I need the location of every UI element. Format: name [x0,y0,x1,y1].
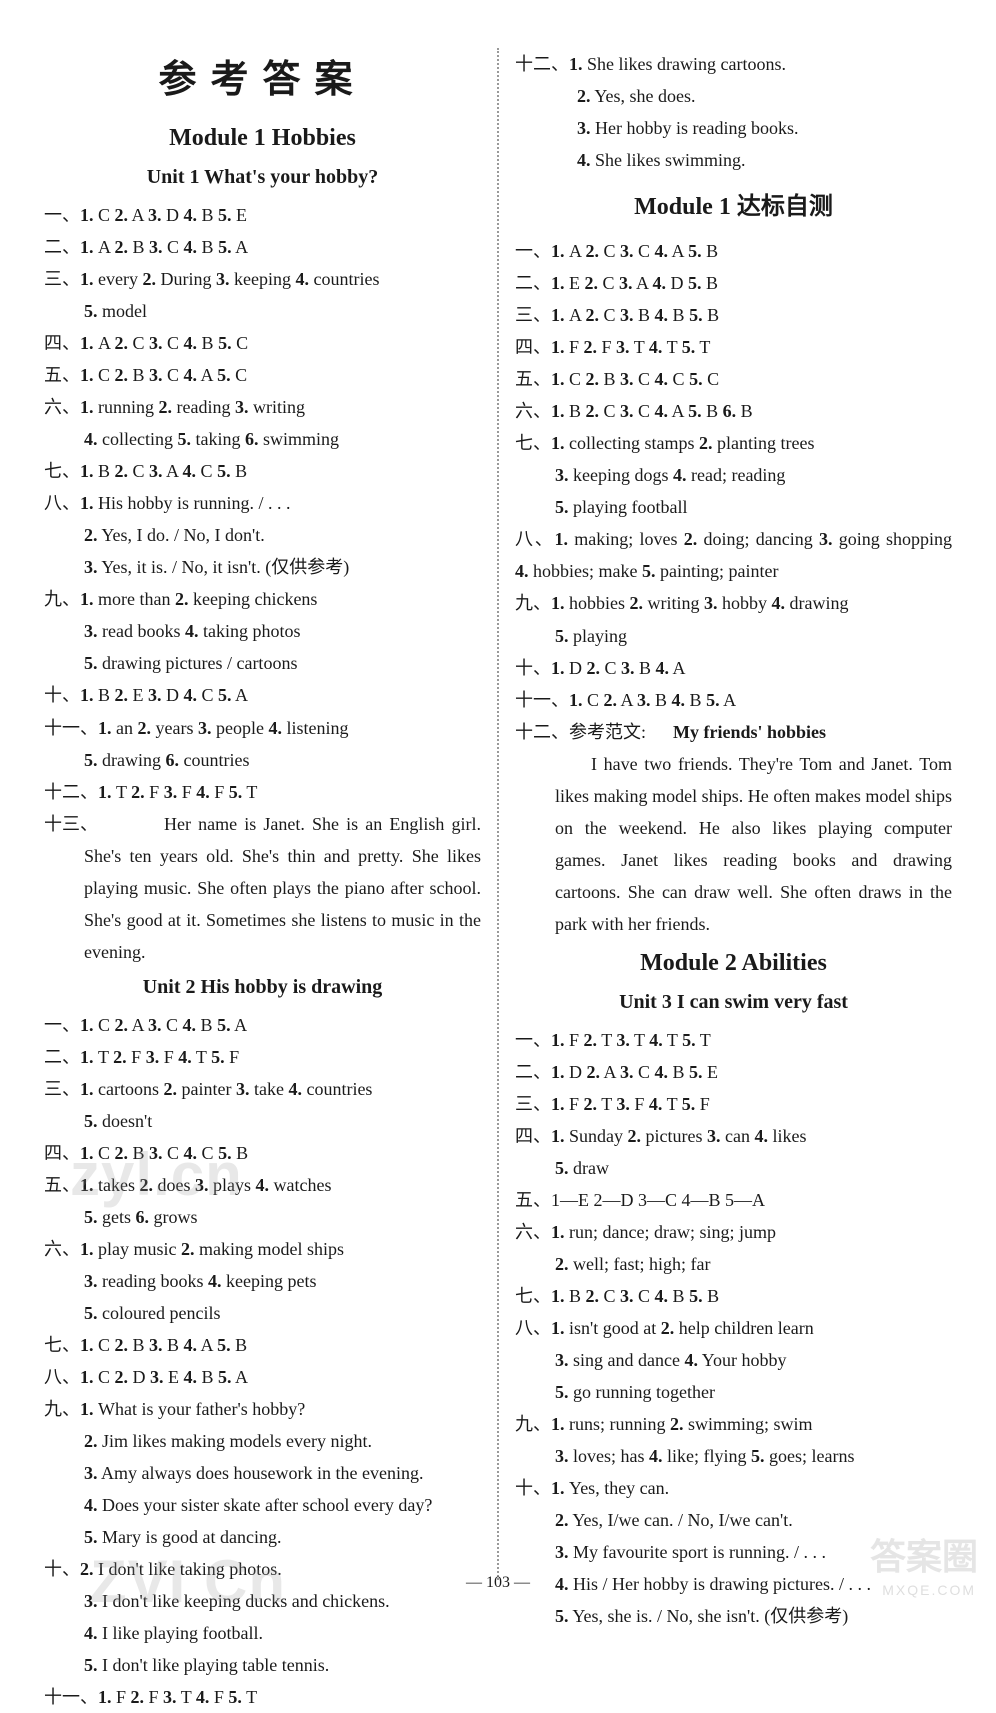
answer-line: 九、1. runs; running 2. swimming; swim [515,1408,952,1440]
answer-line: 5. coloured pencils [44,1297,481,1329]
answer-line: 七、1. B 2. C 3. A 4. C 5. B [44,455,481,487]
answer-line: 二、1. T 2. F 3. F 4. T 5. F [44,1041,481,1073]
answer-line: 七、1. collecting stamps 2. planting trees [515,427,952,459]
answer-line: 5. go running together [515,1376,952,1408]
answer-line: 六、1. B 2. C 3. C 4. A 5. B 6. B [515,395,952,427]
answer-line: 三、1. cartoons 2. painter 3. take 4. coun… [44,1073,481,1105]
answer-line: 十二、1. T 2. F 3. F 4. F 5. T [44,776,481,808]
answer-line: 十一、1. F 2. F 3. T 4. F 5. T [44,1681,481,1713]
answer-line: 十二、1. She likes drawing cartoons. [515,48,952,80]
answer-line: 一、1. A 2. C 3. C 4. A 5. B [515,235,952,267]
composition-header: 十二、参考范文: My friends' hobbies [515,716,952,748]
answer-line: 5. drawing 6. countries [44,744,481,776]
answer-line: 五、1. C 2. B 3. C 4. C 5. C [515,363,952,395]
answer-line: 5. gets 6. grows [44,1201,481,1233]
answer-line: 4. collecting 5. taking 6. swimming [44,423,481,455]
answer-line: 3. reading books 4. keeping pets [44,1265,481,1297]
answer-line: 四、1. F 2. F 3. T 4. T 5. T [515,331,952,363]
answer-line: 5. doesn't [44,1105,481,1137]
answer-line: 4. She likes swimming. [515,144,952,176]
answer-line: 5. model [44,295,481,327]
answer-line: 3. Her hobby is reading books. [515,112,952,144]
answer-line: 5. Yes, she is. / No, she isn't. (仅供参考) [515,1600,952,1632]
paragraph-text: Her name is Janet. She is an English gir… [44,808,481,968]
answer-line: 3. My favourite sport is running. / . . … [515,1536,952,1568]
answer-line: 六、1. running 2. reading 3. writing [44,391,481,423]
answer-line: 五、1—E 2—D 3—C 4—B 5—A [515,1184,952,1216]
module1-title: Module 1 Hobbies [44,125,481,152]
module2-title: Module 2 Abilities [515,950,952,977]
composition-text: I have two friends. They're Tom and Jane… [515,748,952,940]
answer-line: 2. Yes, I do. / No, I don't. [44,519,481,551]
answer-line: 四、1. C 2. B 3. C 4. C 5. B [44,1137,481,1169]
answer-line: 一、1. F 2. T 3. T 4. T 5. T [515,1024,952,1056]
answer-line: 3. sing and dance 4. Your hobby [515,1344,952,1376]
answer-line: 九、1. What is your father's hobby? [44,1393,481,1425]
answer-line: 六、1. play music 2. making model ships [44,1233,481,1265]
answer-line: 5. playing [515,620,952,652]
section-label: 十三、 [44,814,98,834]
answer-line: 十、1. B 2. E 3. D 4. C 5. A [44,679,481,711]
right-column: 十二、1. She likes drawing cartoons. 2. Yes… [501,48,966,1580]
answer-line: 5. Mary is good at dancing. [44,1521,481,1553]
answer-line: 六、1. run; dance; draw; sing; jump [515,1216,952,1248]
answer-line: 一、1. C 2. A 3. D 4. B 5. E [44,199,481,231]
answer-line: 5. draw [515,1152,952,1184]
main-title: 参考答案 [44,48,481,103]
answer-line: 五、1. C 2. B 3. C 4. A 5. C [44,359,481,391]
left-column: 参考答案 Module 1 Hobbies Unit 1 What's your… [30,48,495,1580]
answer-line: 2. Jim likes making models every night. [44,1425,481,1457]
unit2-title: Unit 2 His hobby is drawing [44,976,481,999]
answer-line: 十一、1. C 2. A 3. B 4. B 5. A [515,684,952,716]
page-container: 参考答案 Module 1 Hobbies Unit 1 What's your… [0,0,996,1600]
answer-line: 五、1. takes 2. does 3. plays 4. watches [44,1169,481,1201]
answer-line: 2. Yes, she does. [515,80,952,112]
answer-line: 2. Yes, I/we can. / No, I/we can't. [515,1504,952,1536]
answer-line: 十、1. D 2. C 3. B 4. A [515,652,952,684]
answer-line: 四、1. Sunday 2. pictures 3. can 4. likes [515,1120,952,1152]
column-divider [497,48,499,1580]
answer-line: 八、1. His hobby is running. / . . . [44,487,481,519]
answer-line: 九、1. hobbies 2. writing 3. hobby 4. draw… [515,587,952,619]
answer-line: 八、1. isn't good at 2. help children lear… [515,1312,952,1344]
answer-line: 5. drawing pictures / cartoons [44,647,481,679]
answer-line: 5. playing football [515,491,952,523]
answer-line: 4. Does your sister skate after school e… [44,1489,481,1521]
module1-test-title: Module 1 达标自测 [515,186,952,221]
composition-label: 十二、参考范文: [515,722,646,742]
answer-line: 3. loves; has 4. like; flying 5. goes; l… [515,1440,952,1472]
answer-line: 3. keeping dogs 4. read; reading [515,459,952,491]
page-number: — 103 — [0,1574,996,1592]
answer-line: 七、1. B 2. C 3. C 4. B 5. B [515,1280,952,1312]
answer-line: 3. Amy always does housework in the even… [44,1457,481,1489]
answer-line: 二、1. A 2. B 3. C 4. B 5. A [44,231,481,263]
unit1-title: Unit 1 What's your hobby? [44,166,481,189]
composition-title: My friends' hobbies [673,722,826,742]
answer-line: 5. I don't like playing table tennis. [44,1649,481,1681]
answer-line: 二、1. D 2. A 3. C 4. B 5. E [515,1056,952,1088]
answer-line: 八、1. making; loves 2. doing; dancing 3. … [515,523,952,587]
answer-line: 七、1. C 2. B 3. B 4. A 5. B [44,1329,481,1361]
answer-line: 二、1. E 2. C 3. A 4. D 5. B [515,267,952,299]
answer-line: 八、1. C 2. D 3. E 4. B 5. A [44,1361,481,1393]
answer-line: 三、1. F 2. T 3. F 4. T 5. F [515,1088,952,1120]
answer-line: 十、1. Yes, they can. [515,1472,952,1504]
answer-line: 三、1. A 2. C 3. B 4. B 5. B [515,299,952,331]
answer-line: 3. Yes, it is. / No, it isn't. (仅供参考) [44,551,481,583]
unit3-title: Unit 3 I can swim very fast [515,991,952,1014]
answer-line: 九、1. more than 2. keeping chickens [44,583,481,615]
answer-line: 4. I like playing football. [44,1617,481,1649]
answer-line: 一、1. C 2. A 3. C 4. B 5. A [44,1009,481,1041]
answer-line: 四、1. A 2. C 3. C 4. B 5. C [44,327,481,359]
answer-line: 3. read books 4. taking photos [44,615,481,647]
answer-line: 十一、1. an 2. years 3. people 4. listening [44,712,481,744]
answer-line: 三、1. every 2. During 3. keeping 4. count… [44,263,481,295]
answer-line: 2. well; fast; high; far [515,1248,952,1280]
